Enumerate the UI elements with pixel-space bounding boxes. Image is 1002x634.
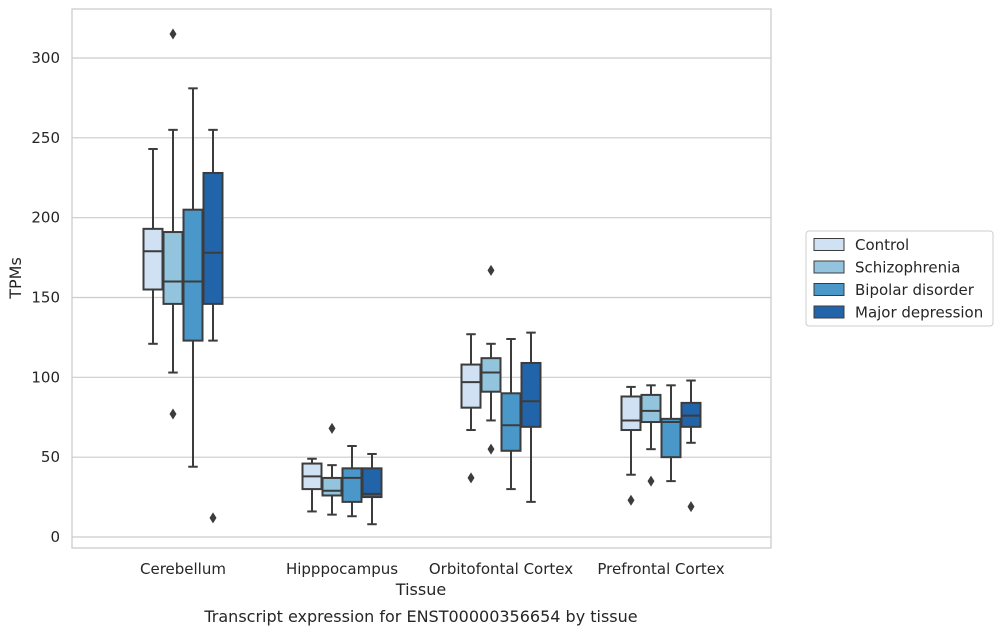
- outlier-point-0: [487, 264, 495, 276]
- box-1-0: [162, 28, 184, 420]
- outlier-point-0: [169, 28, 177, 40]
- x-tick-labels: Cerebellum Hipppocampus Orbitofontal Corte…: [140, 560, 725, 578]
- x-tick-label-2: Orbitofontal Cortex: [429, 560, 573, 578]
- box-iqr: [500, 392, 522, 452]
- x-tick-label-3: Prefrontal Cortex: [597, 560, 724, 578]
- box-1-3: [640, 384, 662, 487]
- x-axis-label: Tissue: [395, 580, 446, 599]
- outlier-point-0: [687, 501, 695, 513]
- box-iqr: [182, 208, 204, 342]
- box-iqr: [460, 363, 482, 409]
- plot-frame: [71, 8, 772, 549]
- box-3-1: [361, 452, 383, 526]
- box-iqr: [480, 357, 502, 393]
- outlier-point-1: [169, 408, 177, 420]
- legend-swatch-2: [813, 283, 845, 296]
- box-series: [142, 28, 702, 526]
- legend-swatch-3: [813, 305, 845, 319]
- outlier-point-0: [627, 494, 635, 506]
- y-tick-label-200: 200: [31, 209, 60, 227]
- legend-label-1: Schizophrenia: [855, 259, 960, 277]
- box-0-2: [460, 333, 482, 484]
- outlier-point-0: [467, 472, 475, 484]
- box-2-3: [660, 384, 682, 483]
- legend: Control Schizophrenia Bipolar disorder Majo…: [805, 230, 994, 327]
- legend-label-3: Major depression: [855, 304, 983, 322]
- outlier-point-0: [328, 422, 336, 434]
- y-tick-label-100: 100: [31, 368, 60, 386]
- legend-label-2: Bipolar disorder: [855, 281, 975, 299]
- box-iqr: [520, 361, 542, 428]
- box-3-3: [680, 379, 702, 513]
- box-3-2: [520, 331, 542, 503]
- box-1-1: [321, 422, 343, 516]
- x-tick-label-0: Cerebellum: [140, 560, 226, 578]
- y-tick-label-150: 150: [31, 289, 60, 307]
- box-iqr: [341, 467, 363, 503]
- y-tick-labels: 0 50 100 150 200 250 300: [31, 49, 60, 546]
- box-3-0: [202, 128, 224, 524]
- box-iqr: [142, 227, 164, 291]
- legend-swatch-0: [813, 238, 845, 251]
- outlier-point-0: [647, 475, 655, 487]
- chart-caption: Transcript expression for ENST0000035665…: [203, 607, 637, 626]
- x-tick-label-1: Hipppocampus: [286, 560, 398, 578]
- legend-frame: [805, 230, 994, 327]
- box-0-1: [301, 457, 323, 513]
- y-tick-label-0: 0: [50, 528, 60, 546]
- y-tick-label-300: 300: [31, 49, 60, 67]
- outlier-point-1: [487, 443, 495, 455]
- legend-label-0: Control: [855, 236, 909, 254]
- box-iqr: [620, 395, 642, 432]
- box-iqr: [660, 417, 682, 459]
- outlier-point-0: [209, 512, 217, 524]
- y-tick-label-50: 50: [41, 448, 60, 466]
- box-0-3: [620, 385, 642, 506]
- box-iqr: [361, 467, 383, 499]
- y-axis-label: TPMs: [6, 257, 25, 300]
- box-iqr: [640, 393, 662, 424]
- legend-swatch-1: [813, 260, 845, 274]
- box-1-2: [480, 264, 502, 455]
- box-0-0: [142, 148, 164, 345]
- box-iqr: [162, 231, 184, 305]
- y-tick-label-250: 250: [31, 129, 60, 147]
- box-iqr: [321, 476, 343, 497]
- box-iqr: [202, 171, 224, 305]
